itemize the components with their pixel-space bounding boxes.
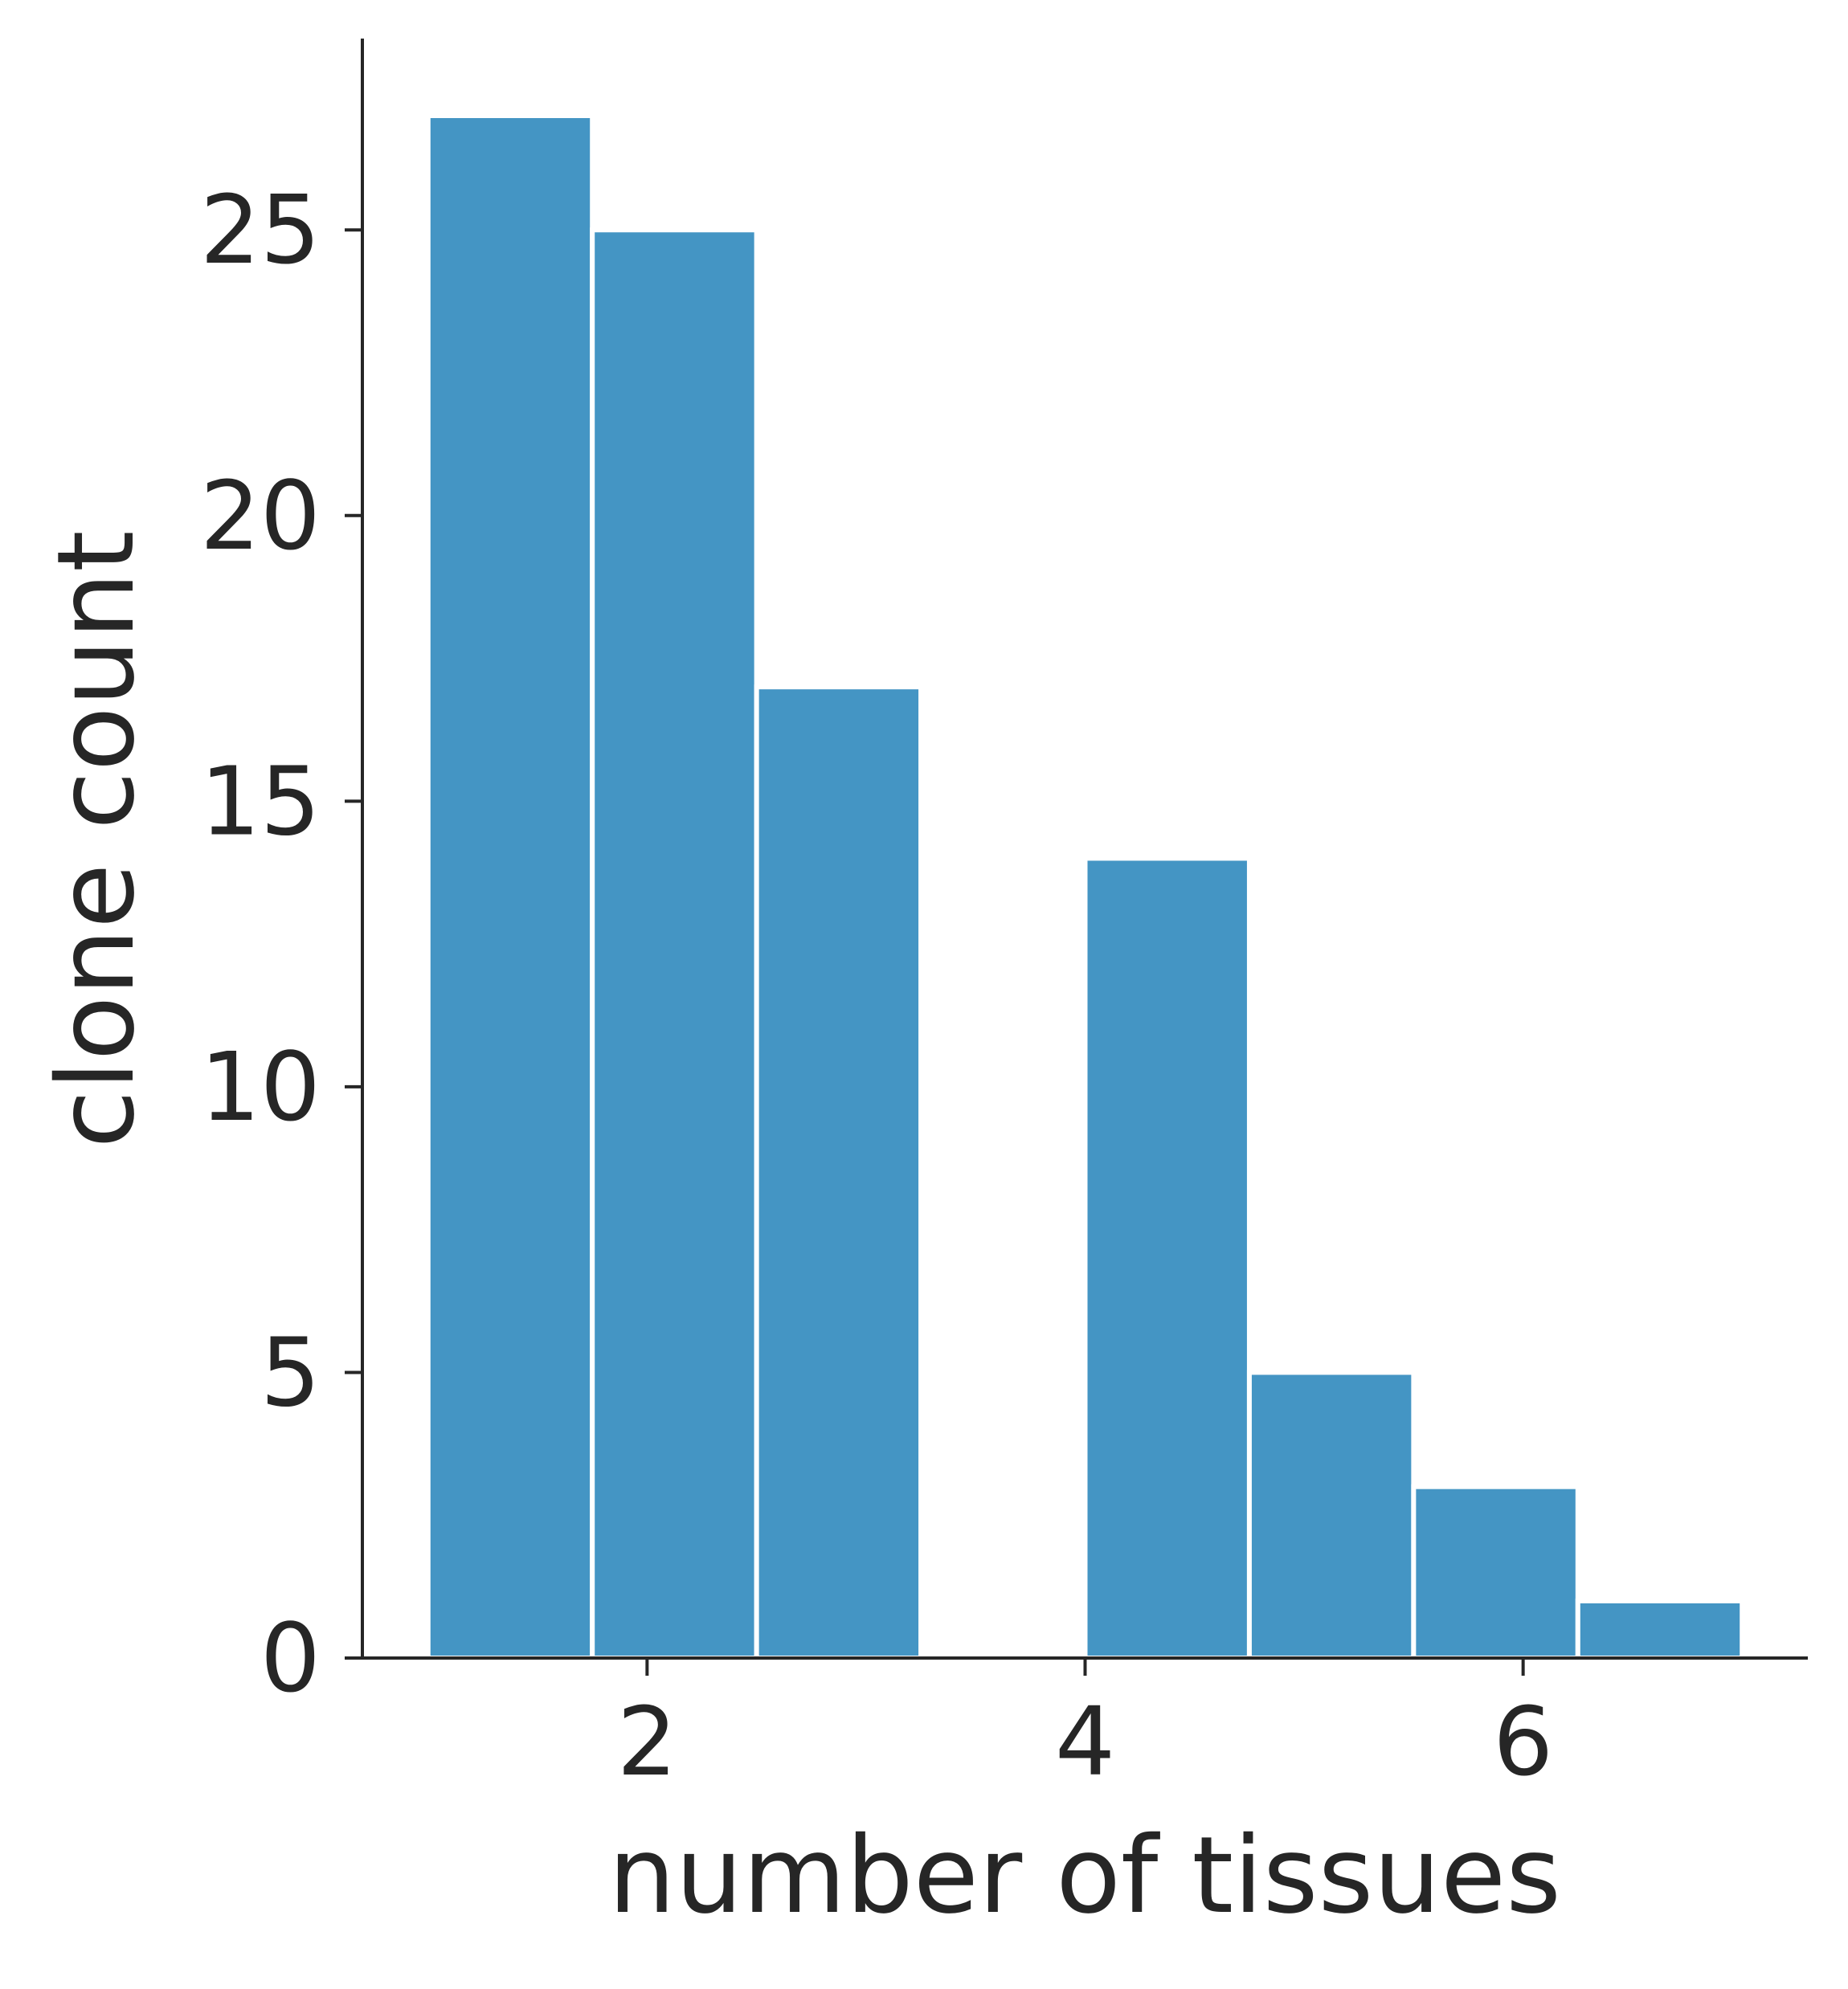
histogram-bar-4: [1082, 856, 1252, 1660]
x-tick-label: 2: [617, 1686, 677, 1797]
bars-group: [425, 113, 1745, 1661]
y-tick-label: 20: [200, 460, 321, 571]
y-tick-label: 5: [260, 1317, 321, 1427]
x-axis-label: number of tissues: [608, 1814, 1561, 1938]
x-ticks-group: 2 4 6: [617, 1658, 1553, 1797]
histogram-bar-6: [1411, 1484, 1580, 1660]
x-tick-label: 6: [1493, 1686, 1553, 1797]
histogram-bar-2: [754, 684, 924, 1660]
y-tick-label: 25: [200, 174, 321, 285]
y-tick-label: 15: [200, 745, 321, 856]
y-tick-label: 10: [200, 1031, 321, 1142]
x-tick-label: 4: [1055, 1686, 1115, 1797]
y-tick-label: 0: [260, 1603, 321, 1713]
y-axis-label: clone count: [35, 530, 158, 1148]
y-ticks-group: 0 5 10 15 20 25: [200, 174, 362, 1713]
histogram-bar-5: [1246, 1370, 1417, 1660]
histogram-bar-0: [425, 113, 595, 1660]
histogram-bar-1: [590, 227, 759, 1661]
histogram-bar-7: [1575, 1598, 1745, 1661]
